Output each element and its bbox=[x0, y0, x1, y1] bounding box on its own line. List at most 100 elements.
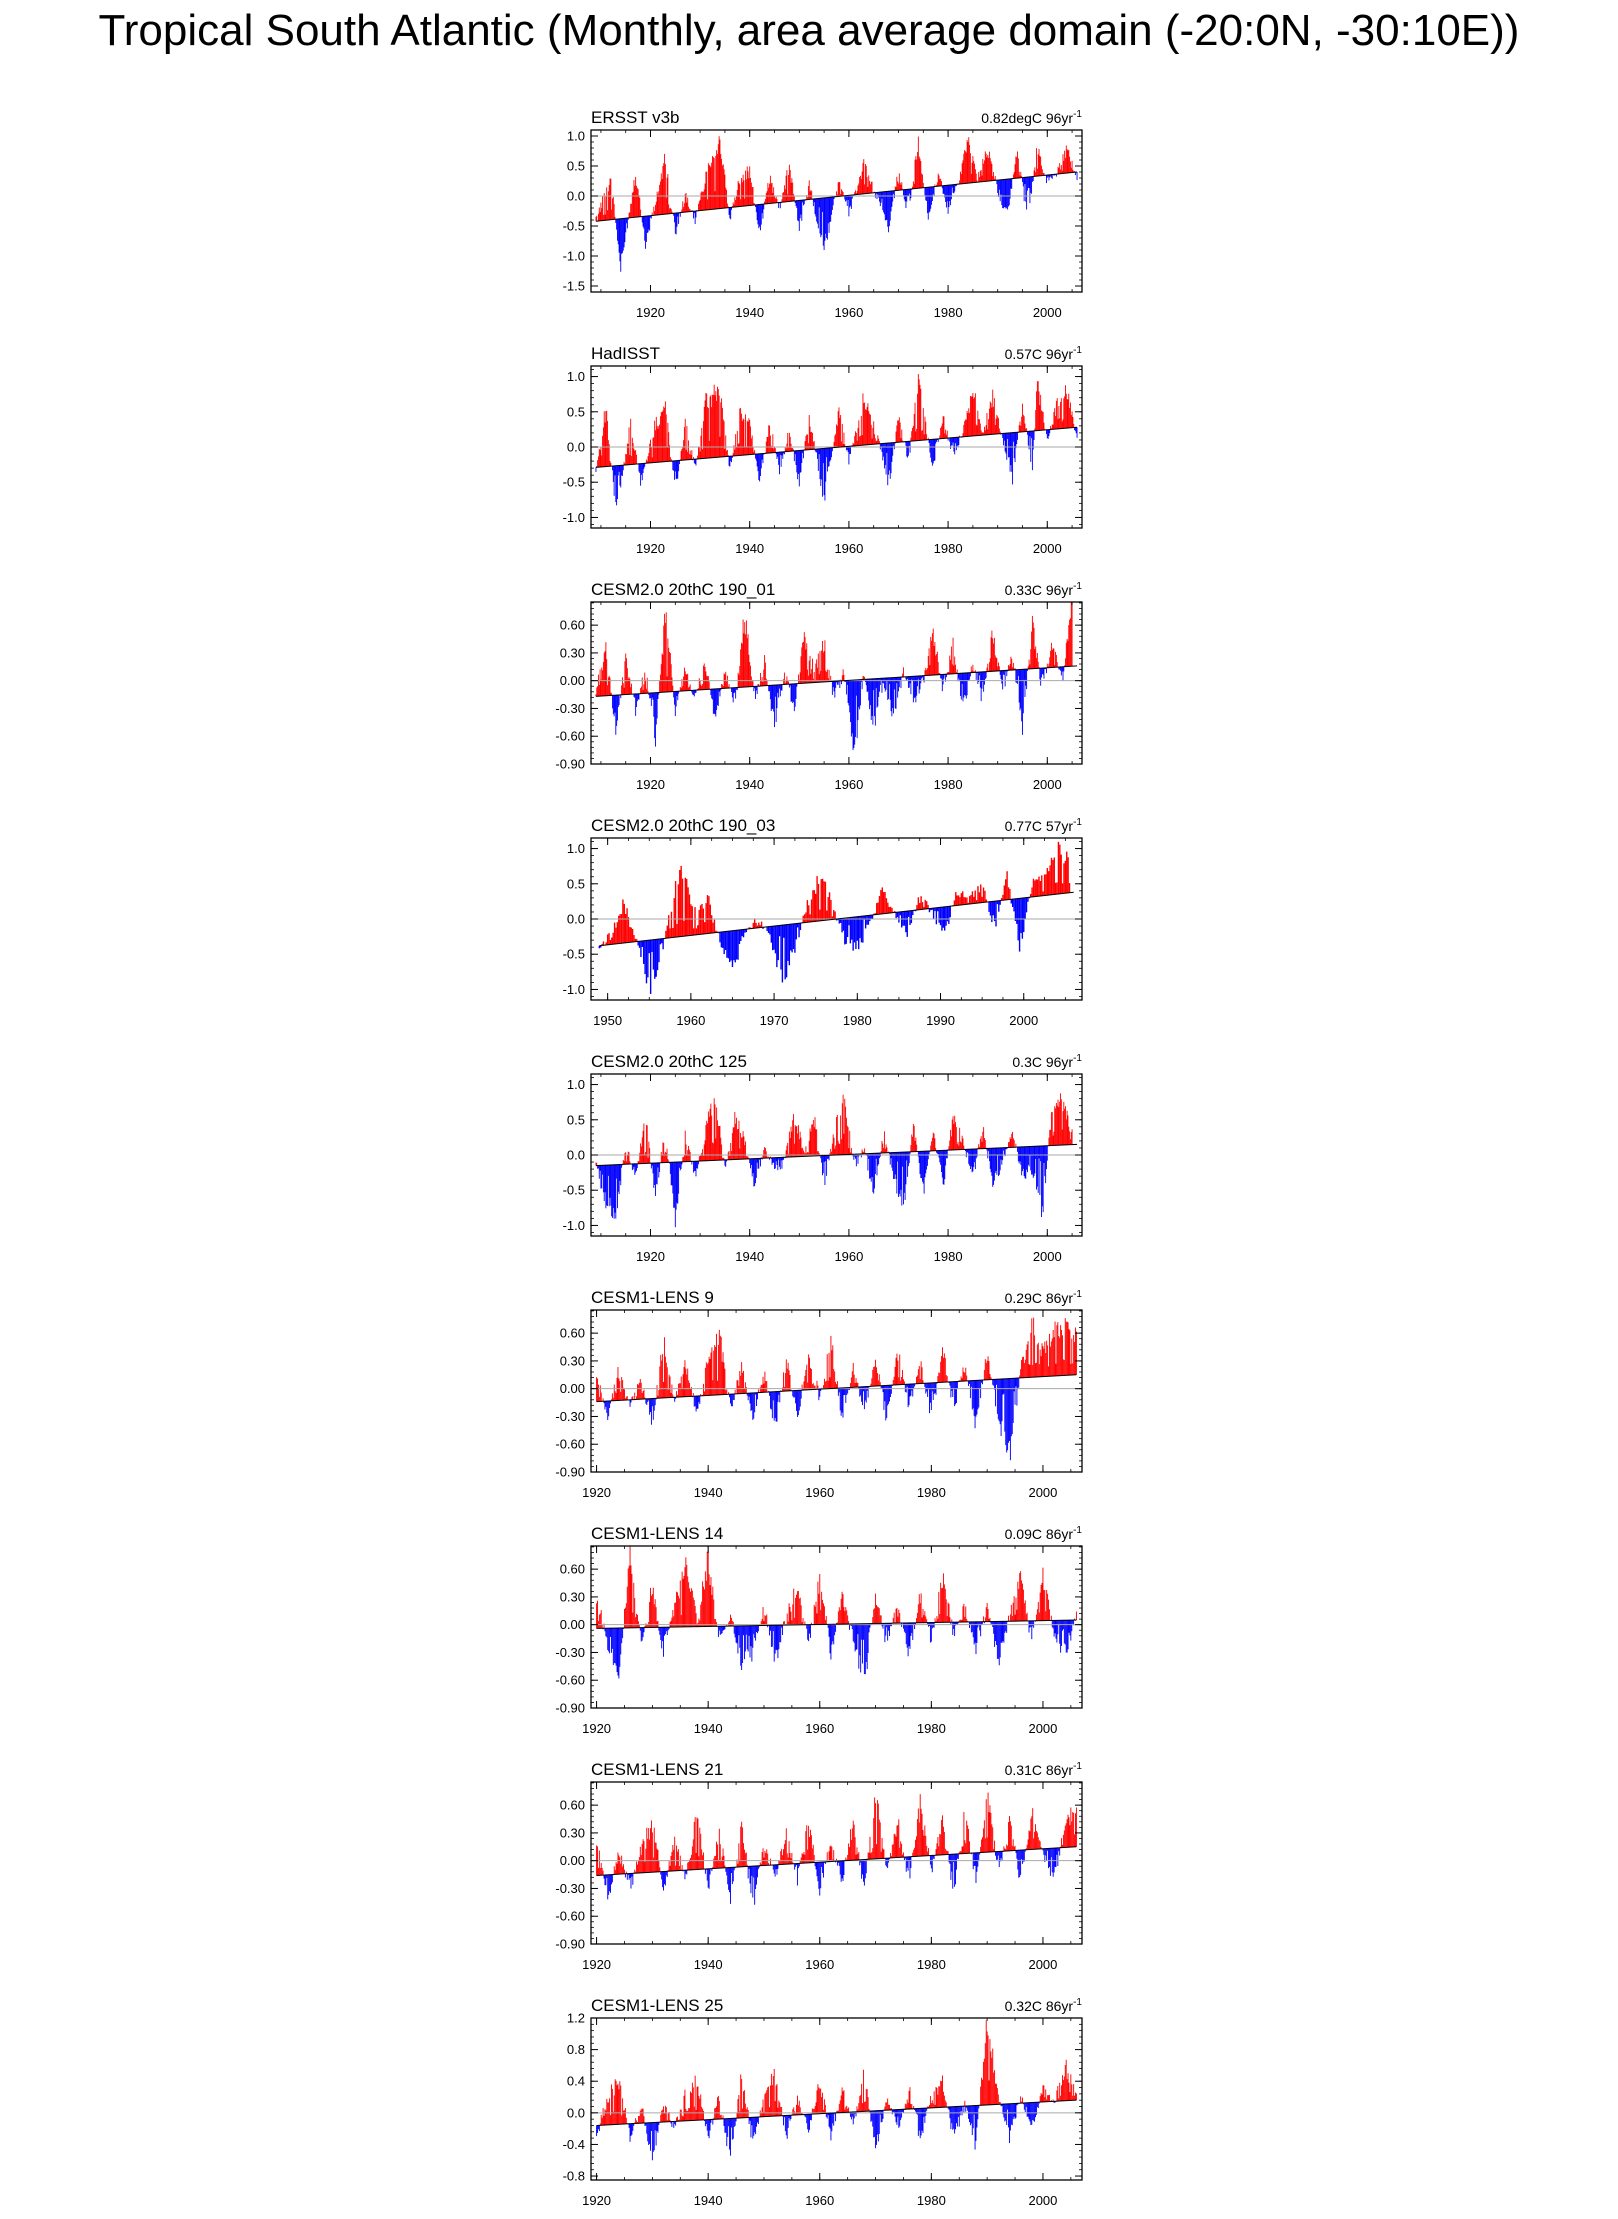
positive-anomaly-bar bbox=[1043, 172, 1045, 176]
y-tick-label: 0.00 bbox=[560, 1381, 585, 1396]
positive-anomaly-bar bbox=[721, 398, 723, 457]
negative-anomaly-bar bbox=[755, 454, 756, 459]
positive-anomaly-bar bbox=[632, 1396, 634, 1400]
positive-anomaly-bar bbox=[842, 669, 844, 681]
positive-anomaly-bar bbox=[771, 182, 773, 204]
positive-anomaly-bar bbox=[789, 1138, 791, 1158]
positive-anomaly-bar bbox=[1057, 166, 1059, 174]
positive-anomaly-bar bbox=[1029, 664, 1031, 669]
positive-anomaly-bar bbox=[618, 915, 620, 944]
positive-anomaly-bar bbox=[807, 1849, 809, 1863]
positive-anomaly-bar bbox=[763, 1621, 765, 1626]
positive-anomaly-bar bbox=[984, 430, 986, 435]
positive-anomaly-bar bbox=[989, 1617, 991, 1622]
negative-anomaly-bar bbox=[781, 925, 784, 983]
negative-anomaly-bar bbox=[611, 1628, 613, 1649]
negative-anomaly-bar bbox=[1060, 666, 1061, 671]
negative-anomaly-bar bbox=[789, 684, 791, 686]
positive-anomaly-bar bbox=[915, 1137, 917, 1152]
negative-anomaly-bar bbox=[617, 218, 619, 245]
positive-anomaly-bar bbox=[707, 407, 709, 459]
x-tick-label: 1940 bbox=[735, 1249, 764, 1264]
negative-anomaly-bar bbox=[1020, 1146, 1022, 1165]
negative-anomaly-bar bbox=[885, 443, 887, 475]
positive-anomaly-bar bbox=[1067, 640, 1069, 667]
negative-anomaly-bar bbox=[903, 1857, 905, 1861]
positive-anomaly-bar bbox=[742, 174, 744, 207]
negative-anomaly-bar bbox=[605, 1628, 607, 1637]
negative-anomaly-bar bbox=[1022, 669, 1024, 714]
negative-anomaly-bar bbox=[907, 1151, 909, 1177]
negative-anomaly-bar bbox=[1001, 1378, 1003, 1422]
x-tick-label: 1960 bbox=[805, 1721, 834, 1736]
positive-anomaly-bar bbox=[750, 676, 752, 687]
positive-anomaly-bar bbox=[683, 440, 685, 461]
positive-anomaly-bar bbox=[670, 1856, 672, 1872]
negative-anomaly-bar bbox=[674, 1162, 676, 1228]
negative-anomaly-bar bbox=[791, 683, 793, 702]
positive-anomaly-bar bbox=[783, 679, 785, 685]
positive-anomaly-bar bbox=[753, 203, 755, 206]
negative-anomaly-bar bbox=[598, 945, 601, 949]
positive-anomaly-bar bbox=[918, 1594, 920, 1623]
negative-anomaly-bar bbox=[885, 1858, 887, 1866]
negative-anomaly-bar bbox=[610, 1164, 612, 1206]
negative-anomaly-bar bbox=[901, 911, 903, 928]
negative-anomaly-bar bbox=[1046, 429, 1047, 435]
negative-anomaly-bar bbox=[821, 1862, 823, 1868]
positive-anomaly-bar bbox=[803, 914, 806, 923]
negative-anomaly-bar bbox=[876, 1153, 878, 1176]
positive-anomaly-bar bbox=[639, 197, 641, 217]
positive-anomaly-bar bbox=[1036, 1344, 1038, 1377]
negative-anomaly-bar bbox=[968, 1149, 970, 1164]
negative-anomaly-bar bbox=[998, 1147, 999, 1177]
negative-anomaly-bar bbox=[617, 1164, 619, 1192]
positive-anomaly-bar bbox=[841, 1591, 843, 1625]
positive-anomaly-bar bbox=[944, 433, 946, 439]
negative-anomaly-bar bbox=[975, 1148, 977, 1159]
negative-anomaly-bar bbox=[864, 1623, 866, 1675]
negative-anomaly-bar bbox=[776, 1625, 778, 1651]
positive-anomaly-bar bbox=[801, 1622, 803, 1625]
negative-anomaly-bar bbox=[892, 1152, 894, 1171]
trend-label: 0.33C 96yr-1 bbox=[1005, 581, 1083, 598]
negative-anomaly-bar bbox=[1042, 668, 1044, 675]
positive-anomaly-bar bbox=[658, 426, 660, 463]
positive-anomaly-bar bbox=[960, 173, 962, 184]
positive-anomaly-bar bbox=[920, 1361, 922, 1384]
positive-anomaly-bar bbox=[652, 437, 654, 463]
positive-anomaly-bar bbox=[793, 196, 795, 201]
positive-anomaly-bar bbox=[772, 192, 774, 204]
positive-anomaly-bar bbox=[641, 1392, 643, 1400]
positive-anomaly-bar bbox=[932, 628, 934, 676]
negative-anomaly-bar bbox=[822, 448, 823, 497]
negative-anomaly-bar bbox=[891, 190, 893, 207]
negative-anomaly-bar bbox=[907, 441, 909, 458]
negative-anomaly-bar bbox=[607, 1628, 609, 1650]
positive-anomaly-bar bbox=[1049, 1346, 1051, 1377]
positive-anomaly-bar bbox=[999, 431, 1001, 434]
negative-anomaly-bar bbox=[855, 679, 857, 696]
positive-anomaly-bar bbox=[783, 192, 785, 203]
positive-anomaly-bar bbox=[644, 1861, 646, 1873]
negative-anomaly-bar bbox=[874, 192, 876, 198]
positive-anomaly-bar bbox=[918, 156, 920, 189]
negative-anomaly-bar bbox=[928, 1383, 930, 1390]
negative-anomaly-bar bbox=[793, 450, 795, 462]
positive-anomaly-bar bbox=[884, 1148, 886, 1153]
positive-anomaly-bar bbox=[602, 1870, 604, 1876]
positive-anomaly-bar bbox=[1040, 1584, 1042, 1621]
positive-anomaly-bar bbox=[957, 1142, 959, 1150]
positive-anomaly-bar bbox=[1024, 423, 1026, 432]
negative-anomaly-bar bbox=[772, 1391, 774, 1401]
positive-anomaly-bar bbox=[602, 195, 604, 221]
negative-anomaly-bar bbox=[898, 1152, 899, 1197]
negative-anomaly-bar bbox=[616, 219, 618, 230]
x-tick-label: 1980 bbox=[917, 1721, 946, 1736]
positive-anomaly-bar bbox=[898, 417, 900, 443]
positive-anomaly-bar bbox=[985, 899, 987, 903]
positive-anomaly-bar bbox=[760, 1621, 762, 1626]
negative-anomaly-bar bbox=[999, 670, 1001, 675]
positive-anomaly-bar bbox=[1021, 416, 1023, 432]
positive-anomaly-bar bbox=[816, 876, 818, 922]
